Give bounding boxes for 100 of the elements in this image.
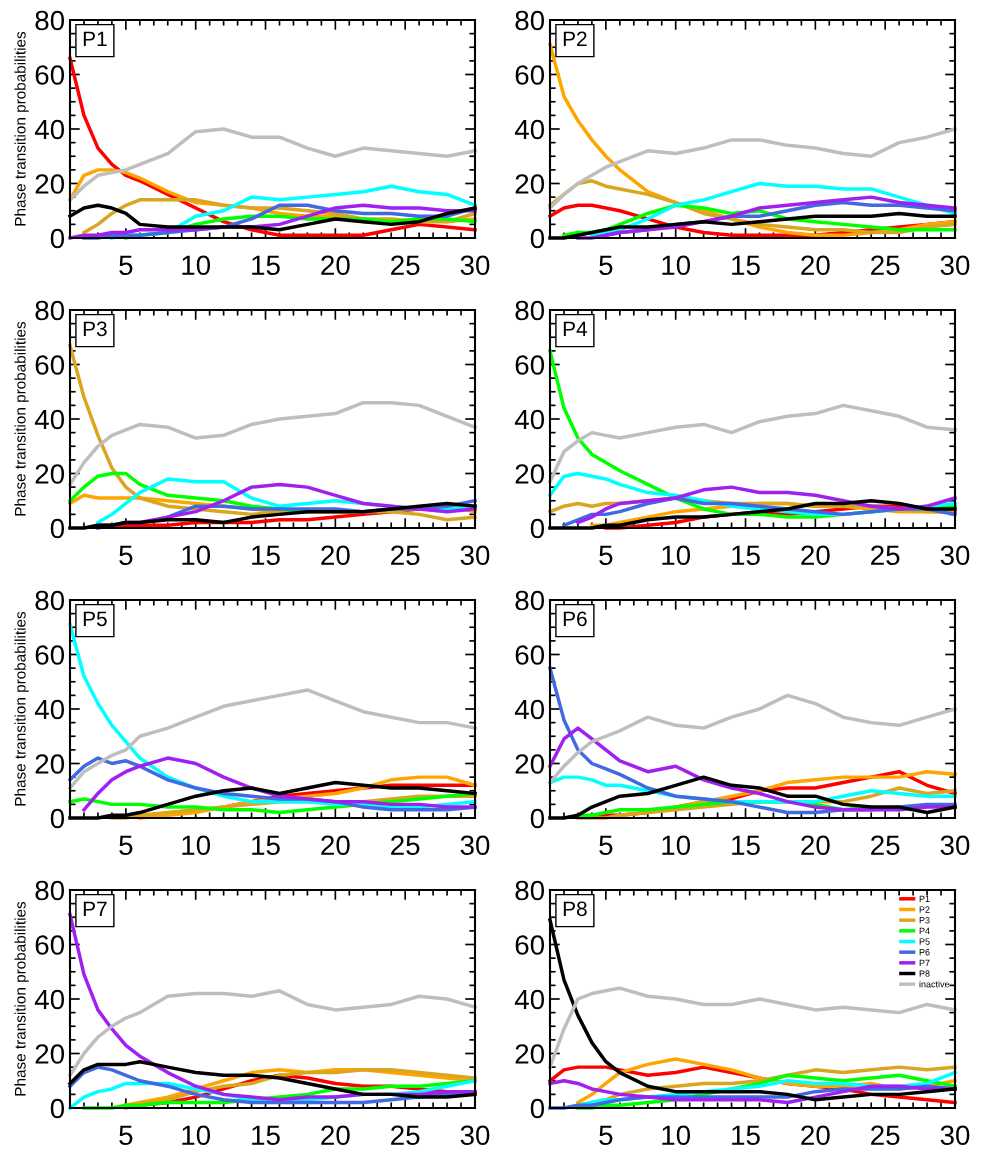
x-tick-label: 10 (182, 1125, 211, 1146)
x-tick-label: 25 (391, 1125, 420, 1146)
x-tick-label: 25 (391, 255, 420, 276)
y-tick-label: 40 (34, 409, 65, 430)
y-axis-title: Phase transition probabilities (14, 321, 29, 516)
x-tick-label: 15 (252, 1125, 280, 1146)
y-tick-label: 20 (515, 754, 545, 774)
x-tick-label: 5 (119, 255, 133, 276)
y-tick-label: 20 (35, 1044, 65, 1064)
y-tick-label: 0 (50, 228, 65, 249)
x-tick-label: 10 (662, 545, 691, 566)
x-tick-label: 30 (460, 545, 490, 566)
x-tick-label: 25 (391, 545, 420, 566)
legend-label: P3 (919, 917, 930, 924)
x-tick-label: 15 (732, 255, 760, 276)
y-tick-label: 60 (35, 645, 65, 665)
y-tick-label: 60 (35, 355, 65, 375)
x-tick-label: 20 (321, 545, 350, 566)
y-tick-label: 40 (514, 409, 545, 430)
x-tick-label: 5 (119, 835, 133, 856)
x-tick-label: 30 (460, 835, 490, 856)
x-tick-label: 25 (871, 835, 900, 856)
y-tick-label: 80 (35, 880, 65, 901)
legend-label: P4 (919, 927, 930, 934)
y-tick-label: 40 (514, 119, 545, 140)
chart-title: P1 (83, 31, 107, 46)
y-tick-label: 0 (50, 518, 65, 539)
y-tick-label: 60 (515, 65, 545, 85)
x-tick-label: 30 (460, 255, 490, 276)
y-tick-label: 40 (514, 989, 545, 1010)
x-tick-label: 5 (599, 545, 613, 566)
x-tick-label: 10 (662, 1125, 691, 1146)
x-tick-label: 5 (599, 255, 613, 276)
x-tick-label: 30 (940, 1125, 970, 1146)
x-tick-label: 20 (321, 1125, 350, 1146)
x-tick-label: 20 (801, 835, 830, 856)
x-tick-label: 25 (391, 835, 420, 856)
x-tick-label: 25 (871, 255, 900, 276)
x-tick-label: 5 (119, 545, 133, 566)
y-tick-label: 40 (34, 699, 65, 720)
y-tick-label: 80 (515, 300, 545, 321)
x-tick-label: 20 (801, 545, 830, 566)
chart-title: P5 (83, 611, 107, 627)
y-tick-label: 80 (515, 10, 545, 31)
chart-title: P2 (563, 31, 587, 46)
y-tick-label: 20 (515, 1044, 545, 1064)
y-tick-label: 80 (515, 590, 545, 611)
chart-title: P7 (83, 901, 107, 916)
x-tick-label: 15 (732, 835, 760, 856)
x-tick-label: 20 (321, 835, 350, 856)
x-tick-label: 10 (662, 835, 691, 856)
y-tick-label: 80 (35, 590, 65, 611)
y-tick-label: 0 (530, 1098, 545, 1119)
x-tick-label: 5 (599, 1125, 613, 1146)
y-tick-label: 20 (35, 754, 65, 774)
y-tick-label: 40 (514, 699, 545, 720)
x-tick-label: 10 (182, 255, 211, 276)
y-tick-label: 60 (515, 935, 545, 955)
x-tick-label: 25 (871, 545, 900, 566)
x-tick-label: 15 (732, 1125, 760, 1146)
x-tick-label: 15 (252, 255, 280, 276)
x-tick-label: 15 (252, 835, 280, 856)
y-tick-label: 20 (515, 464, 545, 484)
y-axis-title: Phase transition probabilities (14, 31, 29, 226)
y-tick-label: 80 (515, 880, 545, 901)
legend-label: P2 (919, 906, 930, 913)
legend-label: P7 (919, 959, 930, 966)
x-tick-label: 20 (801, 1125, 830, 1146)
x-tick-label: 10 (662, 255, 691, 276)
legend-label: inactive (919, 980, 950, 988)
legend-label: P8 (919, 970, 930, 977)
y-axis-title: Phase transition probabilities (14, 611, 29, 806)
y-tick-label: 40 (34, 989, 65, 1010)
chart-title: P3 (83, 321, 107, 337)
y-axis-title: Phase transition probabilities (14, 901, 29, 1096)
x-tick-label: 15 (732, 545, 760, 566)
y-tick-label: 0 (50, 1098, 65, 1119)
chart-title: P6 (563, 611, 587, 627)
x-tick-label: 30 (940, 545, 970, 566)
y-tick-label: 0 (530, 808, 545, 829)
y-tick-label: 40 (34, 119, 65, 140)
legend-label: P1 (919, 895, 930, 902)
y-tick-label: 60 (515, 355, 545, 375)
y-tick-label: 60 (515, 645, 545, 665)
y-tick-label: 80 (35, 10, 65, 31)
x-tick-label: 10 (182, 835, 211, 856)
legend-label: P5 (919, 938, 930, 945)
chart-title: P4 (563, 321, 588, 336)
x-tick-label: 5 (119, 1125, 133, 1146)
x-tick-label: 15 (252, 545, 280, 566)
x-tick-label: 5 (599, 835, 613, 856)
y-tick-label: 20 (35, 464, 65, 484)
chart-title: P8 (563, 901, 587, 917)
x-tick-label: 10 (182, 545, 211, 566)
y-tick-label: 60 (35, 65, 65, 85)
y-tick-label: 80 (35, 300, 65, 321)
x-tick-label: 20 (801, 255, 830, 276)
x-tick-label: 30 (940, 835, 970, 856)
y-tick-label: 0 (530, 228, 545, 249)
x-tick-label: 30 (940, 255, 970, 276)
